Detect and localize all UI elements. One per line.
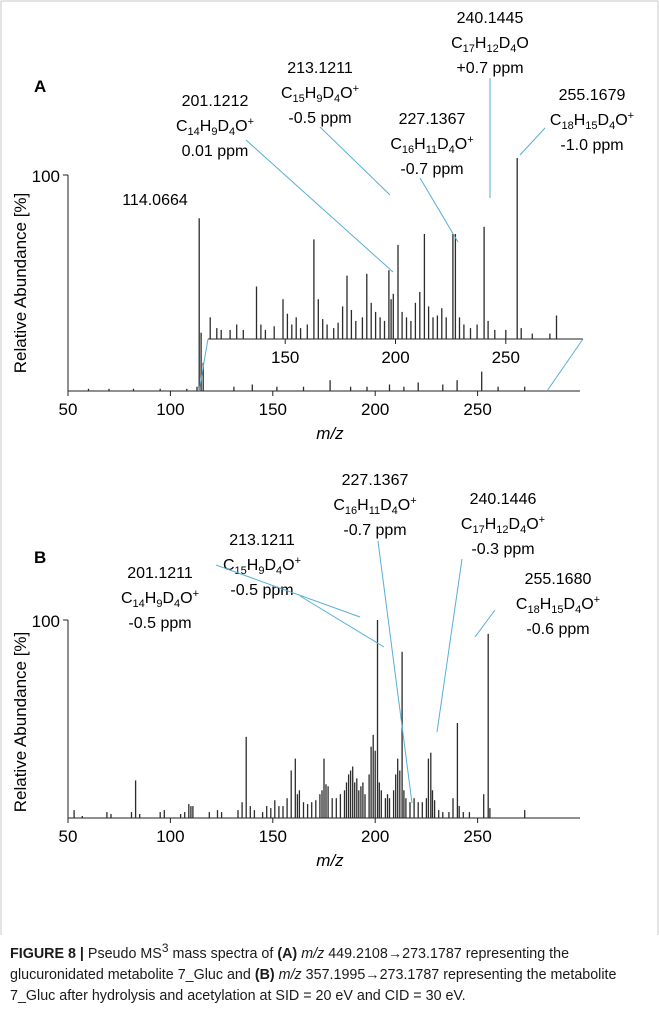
inset-zoom-line-left: [198, 338, 209, 392]
panel-a-ann-213: 213.1211 C15H9D4O+ -0.5 ppm: [281, 60, 359, 127]
panel-a-x-tick-label: 200: [361, 400, 389, 419]
panel-a-zoom-inset: 150 200 250: [198, 158, 584, 392]
inset-x-tick-label: 250: [492, 348, 520, 367]
caption-mz-1: m/z: [301, 945, 325, 962]
panel-b-x-tick-label: 200: [361, 827, 389, 846]
inset-x-ticks: 150 200 250: [271, 339, 520, 367]
caption-text-4: 357.1995→273.1787 representing the metab…: [10, 966, 617, 1004]
panel-b-x-ticks: 50 100 150 200 250: [59, 818, 492, 846]
ann-formula: C17H12D4O+: [461, 514, 545, 536]
caption-mz-2: m/z: [278, 966, 302, 983]
panel-a-ann-114: 114.0664: [122, 192, 188, 209]
panel-b-y-axis-label: Relative Abundance [%]: [11, 632, 30, 813]
panel-a: A 100 50 100 150 200 250 Relative Abundance …: [11, 10, 634, 443]
caption-panel-a-ref: (A): [277, 945, 298, 962]
ann-ppm: -0.5 ppm: [128, 615, 191, 632]
ann-ppm: -1.0 ppm: [560, 137, 623, 154]
caption-text-2: mass spectra of: [172, 945, 274, 962]
leader-b-213: [299, 595, 385, 648]
ann-formula: C15H9D4O+: [281, 83, 359, 105]
ann-ppm: -0.5 ppm: [288, 110, 351, 127]
panel-b: B 100 50 100 150 200 250 Relative Abundance …: [11, 472, 600, 870]
ann-mz: 201.1212: [182, 93, 249, 110]
panel-b-x-tick-label: 50: [59, 827, 78, 846]
ann-formula: C16H11D4O+: [333, 495, 416, 517]
ann-ppm: 0.01 ppm: [182, 143, 249, 160]
ann-formula: C14H9D4O+: [121, 588, 199, 610]
panel-a-ann-227: 227.1367 C16H11D4O+ -0.7 ppm: [390, 111, 473, 178]
leader-b-227: [377, 540, 413, 804]
leader-b-201: [215, 564, 361, 618]
panel-a-x-tick-label: 50: [59, 400, 78, 419]
inset-zoom-line-right: [546, 338, 584, 392]
ann-formula: C15H9D4O+: [223, 555, 301, 577]
leader-a-213: [319, 126, 391, 196]
panel-b-ann-227: 227.1367 C16H11D4O+ -0.7 ppm: [333, 472, 416, 539]
leader-b-255: [474, 609, 496, 638]
panel-b-x-tick-label: 100: [156, 827, 184, 846]
caption-text-3: 449.2108→273.1787 representing the glucu…: [10, 945, 570, 983]
panel-b-ann-201: 201.1211 C14H9D4O+ -0.5 ppm: [121, 565, 199, 632]
panel-a-x-ticks: 50 100 150 200 250: [59, 391, 492, 419]
panel-a-y-axis-label: Relative Abundance [%]: [11, 193, 30, 374]
ann-mz: 255.1679: [559, 87, 626, 104]
caption-text-1: Pseudo MS: [87, 945, 162, 962]
ann-ppm: -0.3 ppm: [471, 541, 534, 558]
leader-a-201: [245, 139, 394, 273]
ann-mz: 240.1446: [470, 491, 537, 508]
ann-mz: 255.1680: [525, 571, 592, 588]
ann-mz: 201.1211: [127, 565, 193, 582]
panel-b-label: B: [34, 548, 46, 567]
panel-a-x-tick-label: 250: [463, 400, 491, 419]
inset-x-tick-label: 200: [381, 348, 409, 367]
ann-ppm: -0.5 ppm: [230, 582, 293, 599]
inset-peaks: [209, 158, 558, 339]
leader-a-227: [419, 177, 459, 243]
panel-a-x-tick-label: 100: [156, 400, 184, 419]
ann-mz: 213.1211: [287, 60, 353, 77]
caption-panel-b-ref: (B): [254, 966, 275, 983]
panel-b-x-axis-label: m/z: [316, 851, 344, 870]
ann-mz: 227.1367: [342, 472, 409, 489]
ann-ppm: -0.7 ppm: [400, 161, 463, 178]
ann-formula: C16H11D4O+: [390, 134, 473, 156]
panel-b-ann-213: 213.1211 C15H9D4O+ -0.5 ppm: [223, 532, 301, 599]
ann-ppm: -0.7 ppm: [343, 522, 406, 539]
ann-formula: C17H12D4O: [451, 35, 529, 55]
panel-a-peaks: [87, 218, 526, 391]
panel-b-peaks: [73, 620, 526, 818]
panel-b-ann-255: 255.1680 C18H15D4O+ -0.6 ppm: [516, 571, 600, 638]
ann-mz: 240.1445: [457, 10, 524, 27]
panel-b-x-tick-label: 150: [259, 827, 287, 846]
ann-formula: C14H9D4O+: [176, 116, 254, 138]
ann-mz: 213.1211: [229, 532, 295, 549]
leader-a-255: [519, 127, 546, 156]
caption-superscript: 3: [161, 941, 169, 955]
panel-a-label: A: [34, 77, 46, 96]
figure-caption: FIGURE 8 | Pseudo MS3 mass spectra of (A…: [10, 938, 650, 1007]
ann-ppm: +0.7 ppm: [456, 60, 523, 77]
panel-b-ann-240: 240.1446 C17H12D4O+ -0.3 ppm: [461, 491, 545, 558]
ann-mz: 227.1367: [399, 111, 466, 128]
caption-label: FIGURE 8 |: [10, 945, 84, 962]
ann-formula: C18H15D4O+: [550, 110, 634, 132]
inset-x-tick-label: 150: [271, 348, 299, 367]
panel-a-x-axis-label: m/z: [316, 424, 344, 443]
ann-formula: C18H15D4O+: [516, 594, 600, 616]
panel-b-y-tick-label: 100: [32, 612, 60, 631]
panel-a-ann-240: 240.1445 C17H12D4O +0.7 ppm: [451, 10, 529, 77]
panel-a-ann-201: 201.1212 C14H9D4O+ 0.01 ppm: [176, 93, 254, 160]
ann-ppm: -0.6 ppm: [526, 621, 589, 638]
leader-b-240: [436, 558, 463, 733]
panel-a-ann-255: 255.1679 C18H15D4O+ -1.0 ppm: [550, 87, 634, 154]
panel-a-x-tick-label: 150: [259, 400, 287, 419]
panel-b-x-tick-label: 250: [463, 827, 491, 846]
panel-a-y-tick-label: 100: [32, 167, 60, 186]
